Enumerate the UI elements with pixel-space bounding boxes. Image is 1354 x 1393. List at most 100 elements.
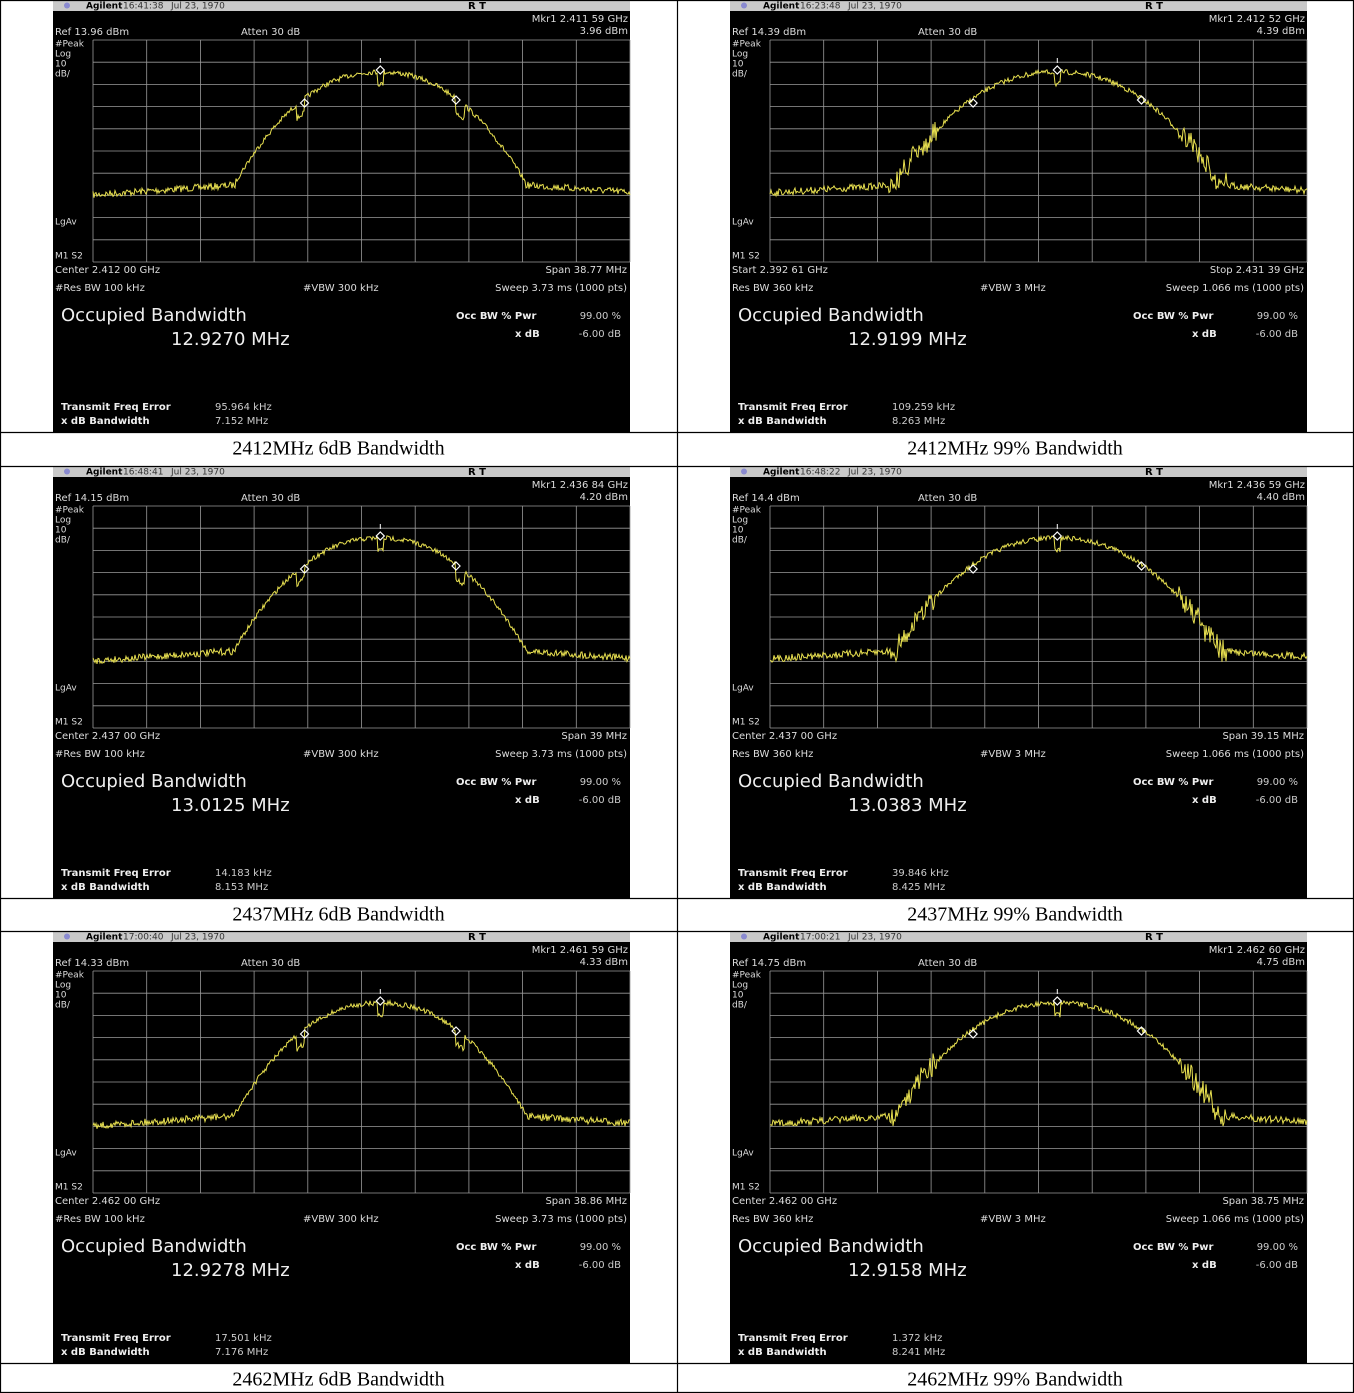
- atten: Atten 30 dB: [918, 493, 977, 504]
- avg: LgAv: [55, 1149, 77, 1159]
- occ-bw: 12.9270 MHz: [171, 329, 290, 350]
- scale-type: Log: [732, 50, 748, 60]
- xdb-bw-label: x dB Bandwidth: [738, 882, 827, 893]
- detector: #Peak: [55, 40, 85, 50]
- avg: LgAv: [55, 684, 77, 694]
- logo-icon: [741, 3, 747, 9]
- detector: #Peak: [55, 506, 85, 516]
- xdb: -6.00 dB: [1256, 1260, 1298, 1271]
- status: R T: [468, 932, 486, 943]
- status: R T: [1145, 1, 1163, 12]
- scale-value: 10: [55, 991, 67, 1001]
- scale-value: 10: [55, 526, 67, 536]
- xdb-label: x dB: [1192, 329, 1217, 340]
- sweep: Sweep 1.066 ms (1000 pts): [1166, 749, 1304, 760]
- scale-unit: dB/: [55, 536, 71, 546]
- marker-level: 4.40 dBm: [1257, 492, 1305, 503]
- marker: Mkr1 2.436 59 GHz: [1209, 480, 1305, 491]
- freq-right: Span 38.75 MHz: [1222, 1196, 1304, 1207]
- avg: LgAv: [732, 684, 754, 694]
- freq-error: 1.372 kHz: [892, 1333, 942, 1344]
- marker-level: 4.39 dBm: [1257, 26, 1305, 37]
- xdb-bw: 8.263 MHz: [892, 416, 945, 427]
- measure-title: Occupied Bandwidth: [61, 305, 247, 326]
- brand: Agilent: [763, 933, 800, 943]
- date: Jul 23, 1970: [847, 2, 902, 12]
- occ-pwr-label: Occ BW % Pwr: [1133, 311, 1213, 322]
- logo-icon: [741, 469, 747, 475]
- brand: Agilent: [86, 468, 123, 478]
- date: Jul 23, 1970: [170, 468, 225, 478]
- measure-title: Occupied Bandwidth: [738, 771, 924, 792]
- screenshot: Agilent16:48:41Jul 23, 1970R TMkr1 2.436…: [53, 466, 630, 898]
- freq-left: Center 2.462 00 GHz: [732, 1196, 837, 1207]
- ref: Ref 14.15 dBm: [55, 493, 129, 504]
- date: Jul 23, 1970: [170, 2, 225, 12]
- measure-title: Occupied Bandwidth: [738, 305, 924, 326]
- measure-title: Occupied Bandwidth: [738, 1236, 924, 1257]
- scale-value: 10: [732, 526, 744, 536]
- freq-error: 109.259 kHz: [892, 402, 955, 413]
- xdb-bw: 8.153 MHz: [215, 882, 268, 893]
- scale-type: Log: [55, 50, 71, 60]
- freq-left: Start 2.392 61 GHz: [732, 265, 828, 276]
- markers-label: M1 S2: [55, 1183, 83, 1193]
- marker: Mkr1 2.462 60 GHz: [1209, 945, 1305, 956]
- logo-icon: [64, 469, 70, 475]
- scale-unit: dB/: [732, 70, 748, 80]
- atten: Atten 30 dB: [241, 958, 300, 969]
- sweep: Sweep 1.066 ms (1000 pts): [1166, 1214, 1304, 1225]
- freq-error: 17.501 kHz: [215, 1333, 272, 1344]
- scale-unit: dB/: [732, 1001, 748, 1011]
- occ-pwr-label: Occ BW % Pwr: [1133, 1242, 1213, 1253]
- marker: Mkr1 2.412 52 GHz: [1209, 14, 1305, 25]
- screenshot: Agilent17:00:21Jul 23, 1970R TMkr1 2.462…: [730, 931, 1307, 1363]
- status: R T: [1145, 932, 1163, 943]
- xdb-bw: 7.152 MHz: [215, 416, 268, 427]
- marker: Mkr1 2.461 59 GHz: [532, 945, 628, 956]
- xdb-bw-label: x dB Bandwidth: [61, 1347, 150, 1358]
- freq-error: 14.183 kHz: [215, 868, 272, 879]
- sweep: Sweep 1.066 ms (1000 pts): [1166, 283, 1304, 294]
- scale-unit: dB/: [732, 536, 748, 546]
- occ-pwr: 99.00 %: [580, 311, 621, 322]
- time: 17:00:40: [123, 933, 164, 943]
- freq-left: Center 2.412 00 GHz: [55, 265, 160, 276]
- marker: Mkr1 2.411 59 GHz: [532, 14, 628, 25]
- measure-title: Occupied Bandwidth: [61, 1236, 247, 1257]
- screen-background: [730, 931, 1307, 1363]
- markers-label: M1 S2: [55, 252, 83, 262]
- freq-error-label: Transmit Freq Error: [61, 402, 171, 413]
- time: 17:00:21: [800, 933, 840, 943]
- occ-bw: 12.9158 MHz: [848, 1260, 967, 1281]
- ref: Ref 14.75 dBm: [732, 958, 806, 969]
- freq-error: 39.846 kHz: [892, 868, 949, 879]
- occ-bw: 12.9278 MHz: [171, 1260, 290, 1281]
- ref: Ref 14.39 dBm: [732, 27, 806, 38]
- caption: 2437MHz 99% Bandwidth: [907, 904, 1123, 926]
- logo-icon: [64, 3, 70, 9]
- markers-label: M1 S2: [732, 1183, 760, 1193]
- occ-pwr: 99.00 %: [1257, 311, 1298, 322]
- screen-background: [53, 931, 630, 1363]
- caption: 2412MHz 6dB Bandwidth: [232, 438, 444, 460]
- logo-icon: [741, 934, 747, 940]
- time: 16:23:48: [800, 2, 841, 12]
- atten: Atten 30 dB: [918, 958, 977, 969]
- atten: Atten 30 dB: [918, 27, 977, 38]
- xdb-label: x dB: [1192, 795, 1217, 806]
- date: Jul 23, 1970: [847, 468, 902, 478]
- status: R T: [468, 467, 486, 478]
- marker-level: 3.96 dBm: [580, 26, 628, 37]
- freq-right: Span 38.86 MHz: [545, 1196, 627, 1207]
- scale-unit: dB/: [55, 70, 71, 80]
- scale-value: 10: [732, 60, 744, 70]
- marker-level: 4.20 dBm: [580, 492, 628, 503]
- xdb-label: x dB: [515, 329, 540, 340]
- xdb-bw: 7.176 MHz: [215, 1347, 268, 1358]
- caption: 2412MHz 99% Bandwidth: [907, 438, 1123, 460]
- scale-type: Log: [732, 516, 748, 526]
- marker-level: 4.33 dBm: [580, 957, 628, 968]
